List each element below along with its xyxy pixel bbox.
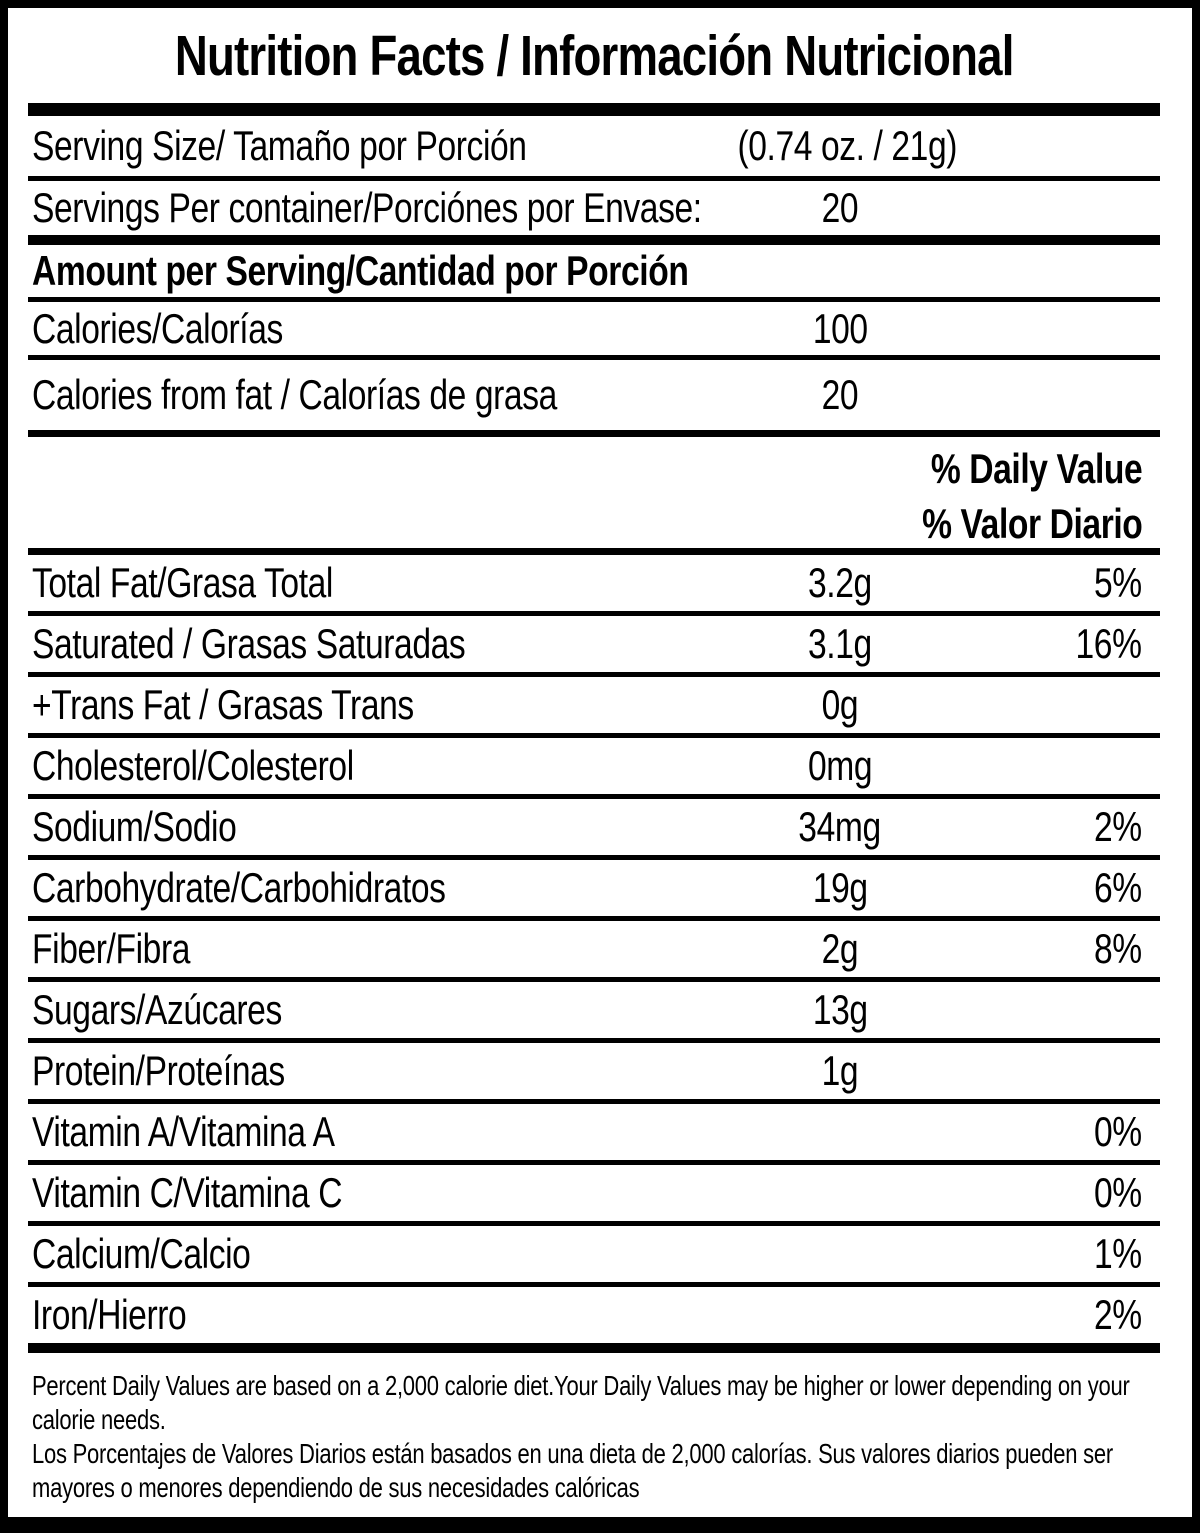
divider (28, 855, 1160, 860)
divider (28, 355, 1160, 360)
divider-thick (28, 1343, 1160, 1353)
nutrient-row: Sodium/Sodio 34mg 2% (28, 799, 1160, 855)
divider (28, 1160, 1160, 1165)
nutrient-daily-value: 5% (1094, 559, 1142, 606)
calories-from-fat-label: Calories from fat / Calorías de grasa (32, 371, 557, 418)
nutrient-amount: 2g (821, 925, 859, 972)
nutrient-label: Sodium/Sodio (32, 803, 237, 850)
footnote-english: Percent Daily Values are based on a 2,00… (32, 1370, 1130, 1435)
nutrient-row: Total Fat/Grasa Total 3.2g 5% (28, 555, 1160, 611)
calories-from-fat-row: Calories from fat / Calorías de grasa 20 (28, 360, 1160, 430)
nutrient-label: Fiber/Fibra (32, 925, 191, 972)
daily-value-heading-es: % Valor Diario (28, 500, 1160, 548)
nutrient-daily-value: 2% (1094, 1291, 1142, 1338)
divider (28, 672, 1160, 677)
nutrient-row: Cholesterol/Colesterol 0mg (28, 738, 1160, 794)
nutrient-label: Vitamin A/Vitamina A (32, 1108, 335, 1155)
label-content: Nutrition Facts / Información Nutriciona… (28, 8, 1160, 1505)
divider (28, 1038, 1160, 1043)
label-header: Nutrition Facts / Información Nutriciona… (28, 8, 1160, 103)
nutrient-daily-value: 2% (1094, 803, 1142, 850)
nutrient-row: Protein/Proteínas 1g (28, 1043, 1160, 1099)
nutrient-amount: 19g (812, 864, 868, 911)
nutrient-label: Total Fat/Grasa Total (32, 559, 333, 606)
nutrient-label: +Trans Fat / Grasas Trans (32, 681, 414, 728)
nutrient-label: Cholesterol/Colesterol (32, 742, 354, 789)
nutrient-row: Iron/Hierro 2% (28, 1287, 1160, 1343)
serving-size-label: Serving Size/ Tamaño por Porción (32, 122, 527, 169)
nutrient-label: Iron/Hierro (32, 1291, 187, 1338)
divider (28, 297, 1160, 302)
servings-per-container-row: Servings Per container/Porciónes por Env… (28, 181, 1160, 235)
servings-per-container-value: 20 (821, 184, 859, 231)
calories-value: 100 (812, 304, 868, 352)
divider (28, 733, 1160, 738)
nutrient-label: Saturated / Grasas Saturadas (32, 620, 466, 667)
calories-from-fat-value: 20 (821, 371, 859, 418)
nutrient-amount: 3.2g (808, 559, 872, 606)
daily-value-heading-en: % Daily Value (28, 437, 1160, 500)
divider (28, 794, 1160, 799)
nutrient-row: Vitamin C/Vitamina C 0% (28, 1165, 1160, 1221)
nutrient-amount: 1g (821, 1047, 859, 1094)
nutrient-row: Carbohydrate/Carbohidratos 19g 6% (28, 860, 1160, 916)
divider (28, 1099, 1160, 1104)
nutrient-row: Sugars/Azúcares 13g (28, 982, 1160, 1038)
nutrient-amount: 3.1g (808, 620, 872, 667)
nutrient-amount: 13g (812, 986, 868, 1033)
serving-size-row: Serving Size/ Tamaño por Porción (0.74 o… (28, 116, 1160, 176)
nutrient-row: Saturated / Grasas Saturadas 3.1g 16% (28, 616, 1160, 672)
servings-per-container-label: Servings Per container/Porciónes por Env… (32, 184, 702, 231)
amount-per-serving-heading: Amount per Serving/Cantidad por Porción (28, 245, 1160, 297)
divider-medium (28, 548, 1160, 555)
calories-label: Calories/Calorías (32, 304, 283, 352)
nutrient-daily-value: 16% (1075, 620, 1142, 667)
divider-thick (28, 103, 1160, 116)
serving-size-value: (0.74 oz. / 21g) (737, 122, 958, 169)
nutrient-label: Sugars/Azúcares (32, 986, 282, 1033)
nutrient-label: Carbohydrate/Carbohidratos (32, 864, 446, 911)
nutrient-daily-value: 6% (1094, 864, 1142, 911)
nutrients-table: Total Fat/Grasa Total 3.2g 5% Saturated … (28, 555, 1160, 1343)
footnote: Percent Daily Values are based on a 2,00… (28, 1353, 1160, 1505)
divider-medium (28, 235, 1160, 245)
page-title: Nutrition Facts / Información Nutriciona… (174, 23, 1015, 88)
nutrient-daily-value: 1% (1094, 1230, 1142, 1277)
divider (28, 611, 1160, 616)
nutrient-row: Calcium/Calcio 1% (28, 1226, 1160, 1282)
nutrient-amount: 34mg (798, 803, 882, 850)
nutrient-daily-value: 0% (1094, 1108, 1142, 1155)
divider (28, 176, 1160, 181)
nutrient-row: Vitamin A/Vitamina A 0% (28, 1104, 1160, 1160)
nutrient-row: +Trans Fat / Grasas Trans 0g (28, 677, 1160, 733)
daily-value-heading-en-text: % Daily Value (930, 444, 1143, 492)
divider (28, 916, 1160, 921)
nutrient-amount: 0g (821, 681, 859, 728)
divider (28, 1282, 1160, 1287)
amount-per-serving-label: Amount per Serving/Cantidad por Porción (32, 247, 689, 294)
divider (28, 977, 1160, 982)
divider-medium (28, 430, 1160, 437)
nutrient-label: Protein/Proteínas (32, 1047, 285, 1094)
nutrient-daily-value: 8% (1094, 925, 1142, 972)
nutrient-label: Calcium/Calcio (32, 1230, 251, 1277)
divider (28, 1221, 1160, 1226)
nutrient-row: Fiber/Fibra 2g 8% (28, 921, 1160, 977)
nutrient-amount: 0mg (807, 742, 873, 789)
nutrient-daily-value: 0% (1094, 1169, 1142, 1216)
footnote-spanish: Los Porcentajes de Valores Diarios están… (32, 1438, 1113, 1503)
calories-row: Calories/Calorías 100 (28, 302, 1160, 355)
nutrient-label: Vitamin C/Vitamina C (32, 1169, 343, 1216)
daily-value-heading-es-text: % Valor Diario (921, 500, 1143, 547)
